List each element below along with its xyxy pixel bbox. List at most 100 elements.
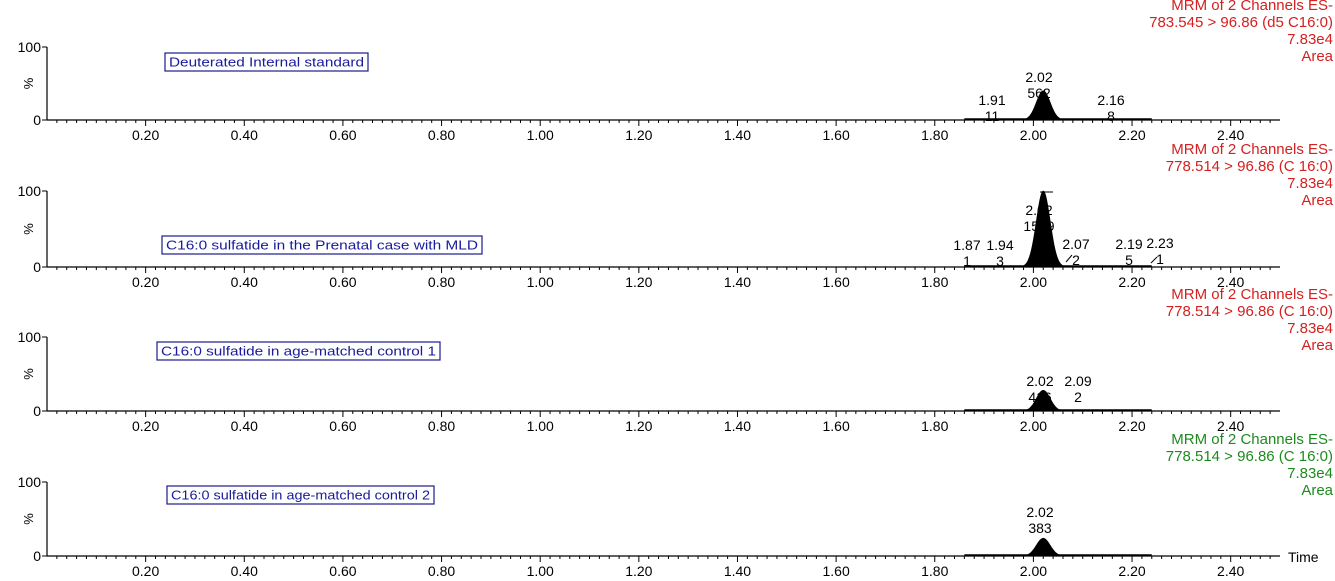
trace-label: C16:0 sulfatide in age-matched control 2 bbox=[171, 489, 430, 503]
channel-header-line: 7.83e4 bbox=[1287, 465, 1333, 482]
x-tick-label: 2.20 bbox=[1118, 563, 1145, 579]
x-tick-label: 1.40 bbox=[724, 127, 751, 143]
peak-area-label: 1549 bbox=[1023, 218, 1054, 234]
channel-header-line: Area bbox=[1301, 48, 1333, 65]
x-tick-label: 2.40 bbox=[1217, 563, 1244, 579]
x-tick-label: 1.00 bbox=[527, 127, 554, 143]
x-tick-label: 1.80 bbox=[921, 127, 948, 143]
peak-rt-label: 2.07 bbox=[1062, 236, 1089, 252]
channel-header-line: 7.83e4 bbox=[1287, 175, 1333, 192]
peak-rt-label: 2.09 bbox=[1064, 373, 1091, 389]
x-tick-label: 2.00 bbox=[1020, 563, 1047, 579]
x-tick-label: 2.00 bbox=[1020, 274, 1047, 290]
x-tick-label: 1.40 bbox=[724, 274, 751, 290]
x-tick-label: 2.00 bbox=[1020, 127, 1047, 143]
x-tick-label: 1.20 bbox=[625, 418, 652, 434]
peak-area-label: 3 bbox=[996, 253, 1004, 269]
x-tick-label: 0.40 bbox=[231, 418, 258, 434]
y-tick-label: 0 bbox=[33, 259, 41, 275]
y-axis-label: % bbox=[21, 368, 36, 380]
y-tick-label: 100 bbox=[18, 39, 42, 55]
x-tick-label: 0.40 bbox=[231, 127, 258, 143]
peak-leader-line bbox=[1150, 256, 1158, 264]
peak-rt-label: 2.23 bbox=[1146, 235, 1173, 251]
x-tick-label: 2.20 bbox=[1118, 418, 1145, 434]
peak-area-label: 383 bbox=[1028, 520, 1052, 536]
x-tick-label: 0.40 bbox=[231, 274, 258, 290]
channel-header-line: MRM of 2 Channels ES- bbox=[1171, 431, 1333, 448]
x-tick-label: 0.80 bbox=[428, 418, 455, 434]
trace-label-box bbox=[166, 485, 435, 505]
x-axis-title: Time bbox=[1288, 549, 1319, 565]
peak-area-label: 562 bbox=[1027, 85, 1051, 101]
x-tick-label: 1.80 bbox=[921, 418, 948, 434]
y-tick-label: 100 bbox=[18, 183, 42, 199]
x-tick-label: 1.20 bbox=[625, 127, 652, 143]
x-tick-label: 2.40 bbox=[1217, 274, 1244, 290]
x-tick-label: 2.20 bbox=[1118, 127, 1145, 143]
x-tick-label: 1.40 bbox=[724, 418, 751, 434]
x-tick-label: 0.80 bbox=[428, 563, 455, 579]
y-tick-label: 0 bbox=[33, 403, 41, 419]
y-axis-label: % bbox=[21, 513, 36, 525]
chromatogram-peak bbox=[1015, 537, 1072, 557]
peak-area-label: 2 bbox=[1074, 389, 1082, 405]
chromatogram-peak bbox=[1015, 389, 1072, 412]
peak-leader-line bbox=[1065, 254, 1073, 263]
y-axis-label: % bbox=[21, 223, 36, 235]
y-tick-label: 100 bbox=[18, 329, 42, 345]
channel-header-line: 7.83e4 bbox=[1287, 320, 1333, 337]
trace-label: C16:0 sulfatide in the Prenatal case wit… bbox=[166, 239, 478, 253]
x-tick-label: 0.60 bbox=[329, 127, 356, 143]
peak-rt-label: 1.91 bbox=[978, 92, 1005, 108]
x-tick-label: 0.40 bbox=[231, 563, 258, 579]
y-axis-label: % bbox=[21, 77, 36, 89]
peak-area-label: 1 bbox=[963, 253, 971, 269]
y-tick-label: 0 bbox=[33, 548, 41, 564]
channel-header-line: MRM of 2 Channels ES- bbox=[1171, 0, 1333, 14]
x-tick-label: 1.80 bbox=[921, 274, 948, 290]
trace-label: C16:0 sulfatide in age-matched control 1 bbox=[161, 345, 436, 359]
x-tick-label: 0.60 bbox=[329, 274, 356, 290]
x-tick-label: 1.00 bbox=[527, 418, 554, 434]
x-tick-label: 2.40 bbox=[1217, 418, 1244, 434]
x-tick-label: 0.80 bbox=[428, 274, 455, 290]
x-tick-label: 1.00 bbox=[527, 274, 554, 290]
x-tick-label: 1.40 bbox=[724, 563, 751, 579]
peak-rt-label: 2.02 bbox=[1025, 202, 1052, 218]
trace-label-box bbox=[156, 341, 441, 361]
channel-header-line: 778.514 > 96.86 (C 16:0) bbox=[1166, 158, 1333, 175]
channel-header-line: 778.514 > 96.86 (C 16:0) bbox=[1166, 303, 1333, 320]
x-tick-label: 1.20 bbox=[625, 274, 652, 290]
channel-header-line: Area bbox=[1301, 482, 1333, 499]
channel-header-line: 778.514 > 96.86 (C 16:0) bbox=[1166, 448, 1333, 465]
peak-rt-label: 2.02 bbox=[1025, 69, 1052, 85]
trace-label: Deuterated Internal standard bbox=[169, 56, 364, 70]
peak-rt-label: 1.87 bbox=[953, 237, 980, 253]
peak-rt-label: 2.16 bbox=[1097, 92, 1124, 108]
x-tick-label: 1.00 bbox=[527, 563, 554, 579]
y-tick-label: 100 bbox=[18, 474, 42, 490]
x-tick-label: 0.60 bbox=[329, 563, 356, 579]
chromatogram-peak bbox=[1015, 90, 1072, 121]
chromatogram-peak bbox=[1015, 190, 1072, 268]
channel-header-line: 7.83e4 bbox=[1287, 31, 1333, 48]
peak-rt-label: 2.02 bbox=[1026, 373, 1053, 389]
x-tick-label: 1.20 bbox=[625, 563, 652, 579]
x-tick-label: 1.60 bbox=[822, 274, 849, 290]
x-tick-label: 1.60 bbox=[822, 563, 849, 579]
channel-header-line: MRM of 2 Channels ES- bbox=[1171, 141, 1333, 158]
y-tick-label: 0 bbox=[33, 112, 41, 128]
x-tick-label: 0.20 bbox=[132, 274, 159, 290]
x-tick-label: 2.40 bbox=[1217, 127, 1244, 143]
peak-rt-label: 2.19 bbox=[1115, 236, 1142, 252]
peak-area-label: 1 bbox=[1156, 251, 1164, 267]
x-tick-label: 0.80 bbox=[428, 127, 455, 143]
x-tick-label: 1.80 bbox=[921, 563, 948, 579]
peak-area-label: 8 bbox=[1107, 108, 1115, 124]
channel-header-line: 783.545 > 96.86 (d5 C16:0) bbox=[1149, 14, 1333, 31]
channel-header-line: MRM of 2 Channels ES- bbox=[1171, 286, 1333, 303]
x-tick-label: 0.60 bbox=[329, 418, 356, 434]
x-tick-label: 2.00 bbox=[1020, 418, 1047, 434]
